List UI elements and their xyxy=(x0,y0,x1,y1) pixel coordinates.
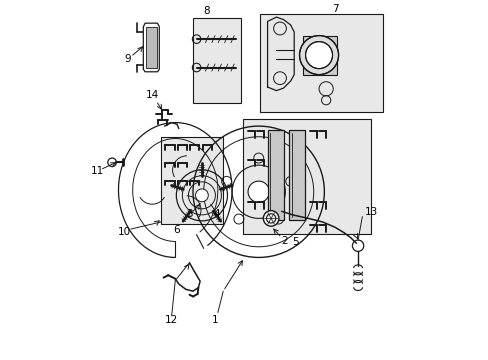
Text: 14: 14 xyxy=(146,90,159,100)
Text: 11: 11 xyxy=(90,166,103,176)
Text: 4: 4 xyxy=(213,209,220,219)
Text: 12: 12 xyxy=(165,315,178,325)
Bar xyxy=(303,36,336,75)
Text: 6: 6 xyxy=(173,225,180,235)
Circle shape xyxy=(195,189,208,202)
Polygon shape xyxy=(145,27,157,68)
Polygon shape xyxy=(288,130,304,220)
Text: 10: 10 xyxy=(118,226,131,237)
Circle shape xyxy=(263,211,278,226)
Text: 7: 7 xyxy=(331,4,338,14)
Bar xyxy=(242,119,370,234)
Bar xyxy=(161,137,223,224)
Text: 13: 13 xyxy=(364,207,377,217)
Circle shape xyxy=(247,181,269,202)
Bar xyxy=(193,18,241,103)
Text: 8: 8 xyxy=(203,6,209,16)
Circle shape xyxy=(299,36,338,75)
Text: 5: 5 xyxy=(292,237,299,247)
Polygon shape xyxy=(267,130,283,220)
Text: 1: 1 xyxy=(212,315,218,325)
Text: 9: 9 xyxy=(124,54,131,64)
Text: 3: 3 xyxy=(185,209,192,219)
Bar xyxy=(260,14,382,112)
Text: 2: 2 xyxy=(281,237,288,247)
Circle shape xyxy=(305,42,332,69)
